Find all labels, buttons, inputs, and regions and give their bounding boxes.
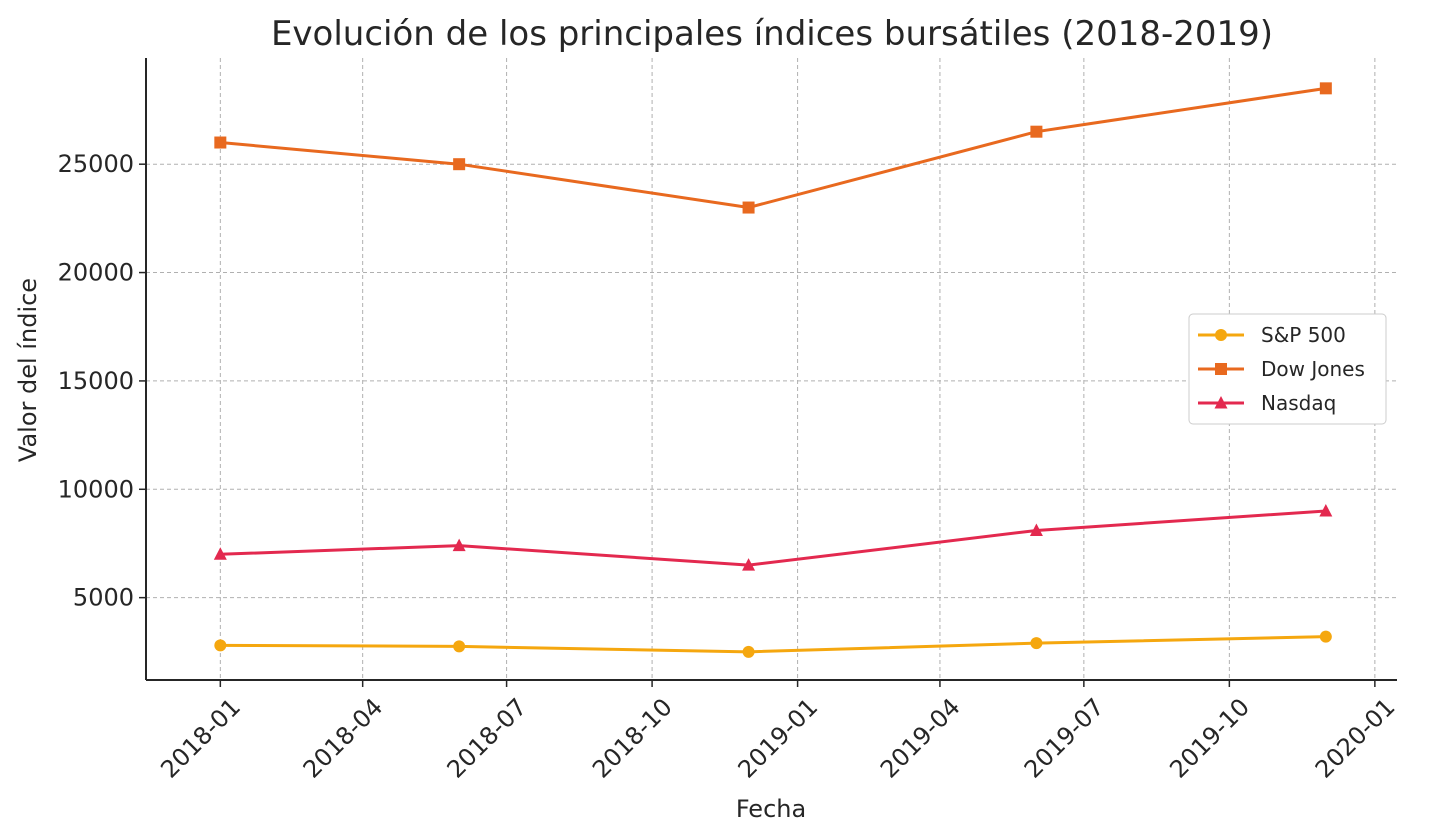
y-tick-label: 10000 bbox=[58, 475, 134, 503]
legend-item-dow-jones: Dow Jones bbox=[1198, 357, 1365, 381]
x-tick-label: 2019-10 bbox=[1164, 693, 1255, 784]
dow-jones-point bbox=[1030, 125, 1043, 138]
legend-label: Nasdaq bbox=[1261, 391, 1336, 415]
legend-item-s-p-500: S&P 500 bbox=[1198, 323, 1346, 347]
nasdaq-line bbox=[220, 509, 1326, 567]
y-tick-label: 20000 bbox=[58, 259, 134, 287]
nasdaq-point bbox=[213, 547, 227, 560]
legend-item-nasdaq: Nasdaq bbox=[1198, 391, 1336, 415]
series-layer bbox=[213, 82, 1333, 658]
x-tick-label: 2019-07 bbox=[1019, 693, 1110, 784]
s-p-500-point bbox=[742, 645, 755, 658]
x-axis-title: Fecha bbox=[736, 795, 806, 823]
x-tick-label: 2018-07 bbox=[442, 693, 533, 784]
dow-jones-point bbox=[742, 201, 755, 214]
x-tick-label: 2019-04 bbox=[875, 693, 966, 784]
x-tick-label: 2020-01 bbox=[1310, 693, 1401, 784]
nasdaq-point bbox=[1319, 503, 1333, 517]
nasdaq-point bbox=[1029, 523, 1043, 536]
nasdaq-point bbox=[742, 558, 756, 571]
y-axis-title: Valor del índice bbox=[14, 278, 42, 462]
series-s-p-500 bbox=[214, 630, 1332, 658]
s-p-500-line bbox=[220, 635, 1326, 654]
dow-jones-point bbox=[453, 158, 466, 171]
x-tick-label: 2018-10 bbox=[587, 693, 678, 784]
chart-title: Evolución de los principales índices bur… bbox=[271, 14, 1273, 54]
legend-marker bbox=[1215, 363, 1227, 375]
s-p-500-point bbox=[214, 639, 227, 652]
dow-jones-point bbox=[214, 136, 227, 149]
y-tick-label: 5000 bbox=[73, 584, 134, 612]
legend: S&P 500 Dow Jones Nasdaq bbox=[1188, 313, 1387, 425]
legend-box bbox=[1188, 313, 1387, 425]
nasdaq-point bbox=[452, 538, 466, 552]
dow-jones-point bbox=[1319, 82, 1332, 95]
legend-marker bbox=[1214, 396, 1228, 409]
series-nasdaq bbox=[213, 503, 1333, 571]
s-p-500-point bbox=[453, 640, 466, 653]
dow-jones-line bbox=[220, 86, 1327, 210]
s-p-500-point bbox=[1030, 637, 1043, 650]
x-tick-label: 2019-01 bbox=[733, 693, 824, 784]
x-tick-label: 2018-01 bbox=[155, 693, 246, 784]
legend-label: S&P 500 bbox=[1261, 323, 1346, 347]
y-tick-label: 25000 bbox=[58, 150, 134, 178]
x-tick-label: 2018-04 bbox=[298, 693, 389, 784]
legend-label: Dow Jones bbox=[1261, 357, 1365, 381]
legend-marker bbox=[1215, 329, 1227, 341]
s-p-500-point bbox=[1319, 630, 1332, 643]
y-tick-label: 15000 bbox=[58, 367, 134, 395]
series-dow-jones bbox=[214, 82, 1332, 214]
